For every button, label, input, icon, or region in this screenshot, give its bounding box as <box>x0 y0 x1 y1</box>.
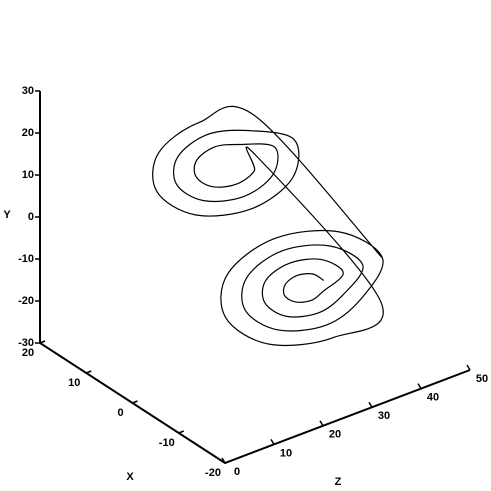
axis-line <box>39 91 471 465</box>
x-tick-label: 10 <box>68 377 80 389</box>
tick-mark <box>85 370 92 374</box>
y-tick-label: 30 <box>22 85 34 97</box>
tick-mark <box>224 460 231 464</box>
z-tick-label: 0 <box>234 466 240 478</box>
x-tick-label: -10 <box>159 437 175 449</box>
trajectory <box>152 105 384 346</box>
y-tick-label: -10 <box>18 253 34 265</box>
tick-mark <box>270 439 275 445</box>
tick-mark <box>39 340 46 344</box>
y-tick-label: 10 <box>22 169 34 181</box>
tick-mark <box>178 430 185 434</box>
y-tick-label: 0 <box>28 211 34 223</box>
tick-mark <box>132 400 138 404</box>
y-axis-label: Y <box>3 209 11 221</box>
z-tick-label: 40 <box>427 392 439 404</box>
z-tick-label: 10 <box>280 447 292 459</box>
z-tick-label: 30 <box>378 410 390 422</box>
z-axis-label: Z <box>335 476 342 488</box>
tick-mark <box>221 457 226 464</box>
tick-mark <box>417 383 422 389</box>
x-tick-label: 20 <box>22 347 34 359</box>
y-tick-label: -30 <box>18 337 34 349</box>
z-tick-label: 50 <box>476 373 488 385</box>
tick-mark <box>319 420 324 427</box>
tick-mark <box>466 364 471 371</box>
y-tick-label: 20 <box>22 127 34 139</box>
x-axis-label: X <box>126 471 134 483</box>
y-tick-label: -20 <box>18 295 34 307</box>
x-tick-label: -20 <box>205 467 221 479</box>
tick-mark <box>368 401 373 408</box>
x-tick-label: 0 <box>117 407 123 419</box>
z-tick-label: 20 <box>329 429 341 441</box>
